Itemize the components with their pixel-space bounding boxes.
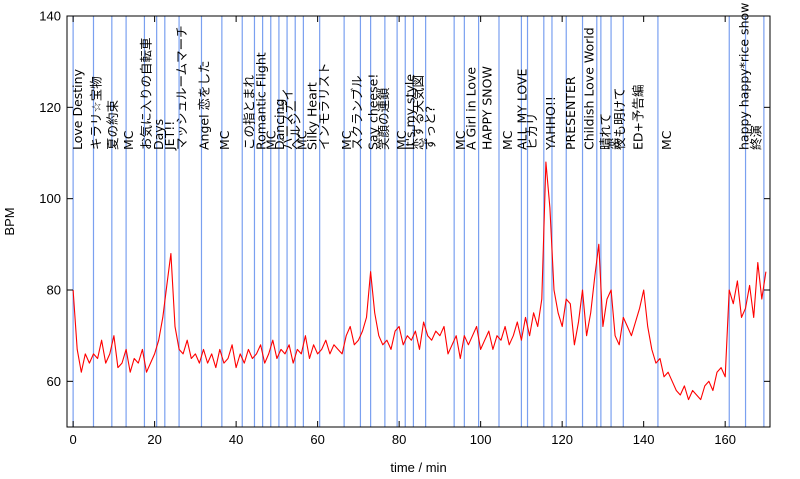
x-tick-label: 0 [69, 432, 76, 447]
song-label: この指とまれ [241, 74, 256, 150]
y-tick-label: 140 [39, 9, 61, 24]
y-tick-label: 80 [47, 283, 61, 298]
song-label: MC [453, 130, 468, 150]
x-tick-label: 60 [310, 432, 324, 447]
song-label: Angel 恋をした [196, 60, 211, 150]
song-label: MC [394, 130, 409, 150]
y-tick-label: 60 [47, 374, 61, 389]
y-tick-label: 100 [39, 191, 61, 206]
song-label: happy happy*rice show [736, 3, 751, 150]
x-tick-label: 160 [714, 432, 736, 447]
song-label: YAHHO!! [543, 96, 558, 151]
song-label: 笑顔の連鎖 [376, 87, 391, 150]
song-label: MC [121, 130, 136, 150]
song-label: Silky Heart [304, 82, 319, 150]
song-label: 終演 [749, 125, 764, 150]
x-tick-label: 20 [147, 432, 161, 447]
song-label: PRESENTER [563, 76, 578, 150]
song-label: 夜も明けて [612, 87, 627, 150]
song-label: 晴れて [598, 113, 613, 150]
song-label: A Girl in Love [463, 67, 478, 150]
axis-ticks: 0 20 40 60 80 100 120 140 160 60 80 100 120 140 [39, 9, 770, 447]
song-label: MC [339, 130, 354, 150]
bpm-series [72, 161, 767, 401]
song-label: Days [151, 119, 166, 150]
song-label: 恋 [606, 137, 621, 150]
song-label: Dancing [272, 99, 287, 150]
x-tick-label: 140 [633, 432, 655, 447]
song-label: Childish Love World [582, 27, 597, 150]
song-label: MC [217, 130, 232, 150]
song-label: JET!! [162, 121, 177, 151]
song-label: 夏の約束 [105, 99, 120, 150]
song-label: ヘルシー [288, 100, 303, 150]
song-label: It's my style [402, 74, 417, 150]
song-labels: Love Destiny キラリ☆宝物 夏の約束 MC お気に入りの自転車DaysJET… [70, 3, 764, 151]
song-label: バースデイ [280, 88, 295, 150]
song-label: HAPPY SNOW [480, 66, 495, 150]
x-tick-label: 80 [392, 432, 406, 447]
song-label: MC [659, 130, 674, 150]
song-label: ALL MY LOVE [514, 68, 529, 150]
song-label: MC [264, 130, 279, 150]
song-label: MC [294, 130, 309, 150]
x-tick-label: 120 [551, 432, 573, 447]
x-axis-label: time / min [390, 460, 446, 475]
song-label: マッシュルームマーチ [174, 25, 189, 150]
song-label: MC [500, 130, 515, 150]
song-label: Love Destiny [70, 68, 85, 150]
song-label: キラリ☆宝物 [88, 76, 103, 150]
x-tick-label: 100 [470, 432, 492, 447]
song-label: ED+予告編 [630, 85, 645, 151]
song-marker-lines [72, 16, 765, 427]
song-label: スクランブル [349, 75, 364, 150]
y-axis-label: BPM [2, 207, 17, 235]
y-tick-label: 120 [39, 100, 61, 115]
song-label: ヒカリ [525, 112, 540, 150]
series-line-0 [72, 161, 767, 401]
song-label: インモラリスト [317, 62, 332, 150]
song-label: Romantic Flight [254, 52, 269, 150]
song-label: お気に入りの自転車 [139, 37, 154, 150]
song-label: 恋する天気図 [410, 75, 425, 150]
song-label: ずっと? [423, 106, 438, 150]
x-tick-label: 40 [229, 432, 243, 447]
plot-frame [66, 15, 771, 428]
song-label: Say cheese! [366, 74, 381, 150]
